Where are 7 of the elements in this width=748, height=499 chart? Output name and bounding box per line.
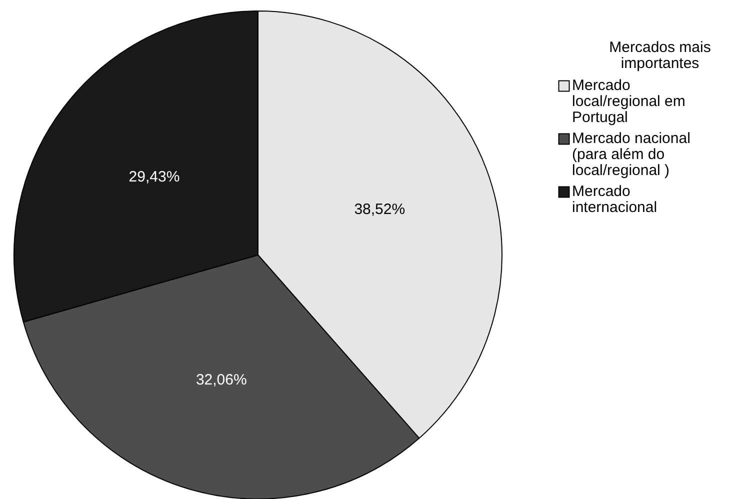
legend-label: Mercado internacional — [572, 183, 658, 216]
data-label: 29,43% — [128, 168, 180, 186]
data-label: 32,06% — [196, 372, 247, 389]
legend-title: Mercados mais importantes — [609, 39, 711, 72]
data-label: 38,52% — [354, 201, 406, 218]
legend-label: Mercado local/regional em Portugal — [572, 77, 686, 126]
legend-label: Mercado nacional (para além do local/regional ) — [572, 130, 690, 179]
